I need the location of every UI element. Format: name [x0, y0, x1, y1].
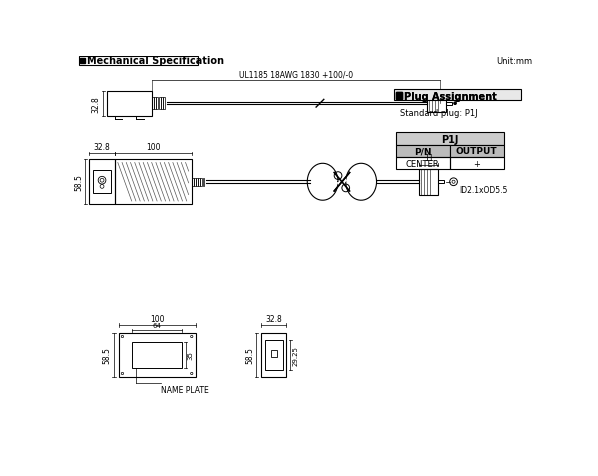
- Bar: [450, 146, 504, 158]
- Text: 11: 11: [424, 154, 434, 163]
- Circle shape: [454, 103, 456, 105]
- Bar: [200, 178, 202, 186]
- Text: 32.8: 32.8: [94, 143, 111, 152]
- Bar: [271, 351, 277, 357]
- Bar: [132, 342, 182, 369]
- Bar: [396, 93, 402, 99]
- Text: 58.5: 58.5: [74, 174, 83, 191]
- Bar: [203, 178, 205, 186]
- Text: 100: 100: [150, 314, 164, 323]
- Bar: [396, 158, 450, 170]
- Text: ID2.1xOD5.5: ID2.1xOD5.5: [460, 186, 508, 195]
- Bar: [446, 102, 452, 106]
- Bar: [154, 98, 156, 110]
- Text: 100: 100: [146, 143, 160, 152]
- Bar: [396, 93, 402, 99]
- Bar: [93, 171, 111, 194]
- Bar: [192, 178, 194, 186]
- Bar: [107, 92, 152, 116]
- Bar: [265, 341, 283, 370]
- Bar: [161, 98, 163, 110]
- Text: 29.25: 29.25: [292, 345, 298, 365]
- Bar: [158, 98, 160, 110]
- Bar: [163, 98, 165, 110]
- Text: 32.8: 32.8: [92, 96, 101, 112]
- Text: UL1185 18AWG 1830 +100/-0: UL1185 18AWG 1830 +100/-0: [239, 70, 353, 79]
- Bar: [450, 158, 504, 170]
- Bar: [156, 98, 158, 110]
- Bar: [152, 98, 154, 110]
- Text: OUTPUT: OUTPUT: [456, 147, 498, 156]
- Bar: [194, 178, 196, 186]
- Bar: [198, 178, 200, 186]
- Text: 58.5: 58.5: [103, 347, 112, 364]
- Bar: [118, 333, 196, 377]
- Text: Mechanical Specification: Mechanical Specification: [87, 56, 224, 66]
- Text: CENTER: CENTER: [406, 159, 440, 169]
- Text: P/N: P/N: [414, 147, 432, 156]
- Bar: [396, 146, 450, 158]
- Bar: [394, 90, 521, 101]
- Bar: [396, 133, 504, 146]
- Text: +: +: [473, 159, 480, 169]
- Text: 32.8: 32.8: [266, 314, 282, 323]
- Bar: [89, 160, 115, 205]
- Bar: [438, 181, 444, 184]
- Text: 58.5: 58.5: [245, 347, 254, 364]
- Text: 35: 35: [188, 351, 194, 360]
- Bar: [426, 96, 446, 112]
- Bar: [115, 160, 192, 205]
- Text: P1J: P1J: [441, 134, 459, 144]
- Bar: [419, 169, 438, 196]
- Text: Standard plug: P1J: Standard plug: P1J: [399, 109, 477, 118]
- Bar: [261, 333, 286, 377]
- Text: Plug Assignment: Plug Assignment: [404, 91, 497, 101]
- Text: Plug Assignment: Plug Assignment: [404, 91, 497, 101]
- Text: Unit:mm: Unit:mm: [497, 57, 533, 66]
- Text: 64: 64: [152, 322, 161, 328]
- Bar: [196, 178, 198, 186]
- Bar: [80, 59, 86, 64]
- Bar: [78, 57, 198, 66]
- Text: NAME PLATE: NAME PLATE: [161, 385, 209, 394]
